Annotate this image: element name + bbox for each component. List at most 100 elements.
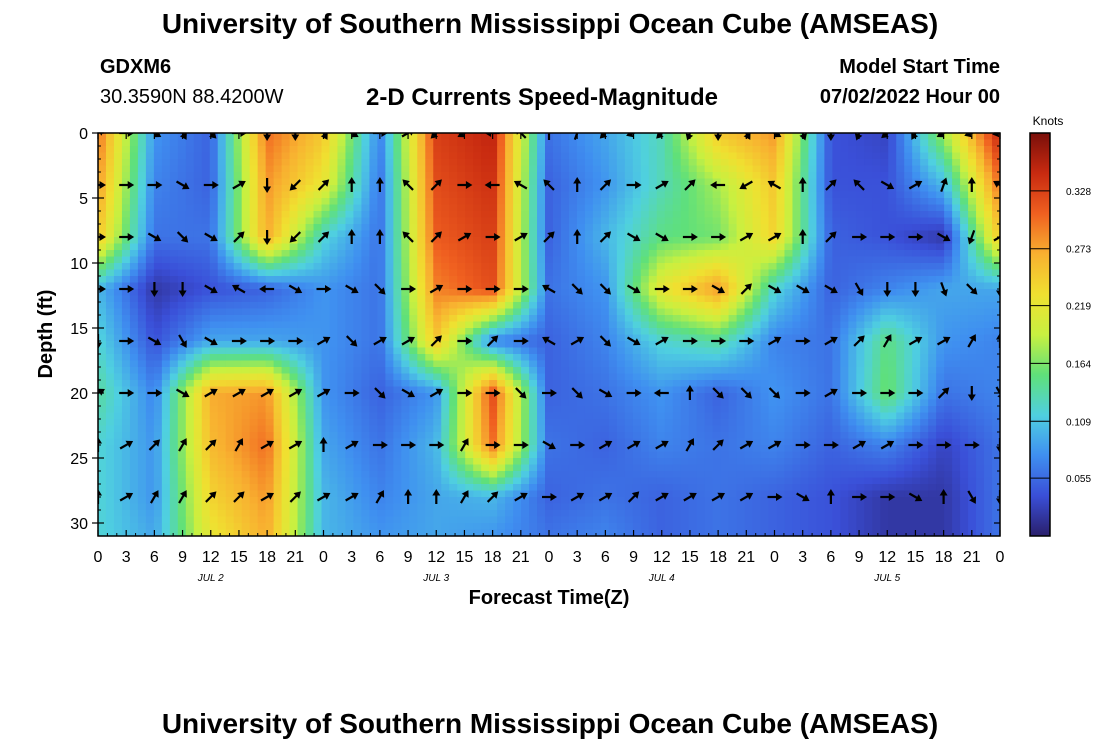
heatmap-cell	[840, 178, 849, 186]
heatmap-cell	[393, 146, 402, 154]
heatmap-cell	[313, 146, 323, 154]
heatmap-cell	[816, 178, 825, 186]
heatmap-cell	[640, 308, 650, 316]
heatmap-cell	[720, 399, 730, 407]
heatmap-cell	[369, 386, 378, 394]
heatmap-cell	[744, 152, 754, 160]
heatmap-cell	[297, 204, 307, 212]
heatmap-cell	[537, 393, 546, 401]
heatmap-cell	[137, 282, 147, 290]
heatmap-cell	[481, 354, 490, 362]
heatmap-cell	[992, 217, 1000, 225]
heatmap-cell	[353, 185, 363, 193]
heatmap-cell	[185, 178, 195, 186]
heatmap-cell	[944, 191, 953, 199]
heatmap-cell	[473, 224, 482, 232]
heatmap-cell	[688, 198, 698, 206]
heatmap-cell	[584, 315, 594, 323]
heatmap-cell	[225, 354, 235, 362]
heatmap-cell	[313, 380, 323, 388]
heatmap-cell	[401, 360, 410, 368]
heatmap-cell	[624, 412, 634, 420]
heatmap-cell	[193, 217, 203, 225]
heatmap-cell	[600, 185, 610, 193]
heatmap-cell	[944, 133, 953, 141]
heatmap-cell	[337, 360, 347, 368]
heatmap-cell	[249, 373, 259, 381]
heatmap-cell	[377, 185, 386, 193]
heatmap-cell	[952, 276, 961, 284]
heatmap-cell	[648, 198, 658, 206]
heatmap-cell	[217, 373, 227, 381]
heatmap-cell	[289, 289, 299, 297]
heatmap-cell	[305, 347, 315, 355]
heatmap-cell	[896, 217, 905, 225]
heatmap-cell	[361, 321, 370, 329]
heatmap-cell	[377, 328, 386, 336]
heatmap-cell	[760, 393, 770, 401]
heatmap-cell	[129, 360, 139, 368]
heatmap-cell	[552, 178, 562, 186]
heatmap-cell	[249, 328, 259, 336]
heatmap-cell	[233, 302, 243, 310]
heatmap-cell	[409, 185, 418, 193]
heatmap-cell	[864, 191, 873, 199]
heatmap-cell	[185, 243, 195, 251]
heatmap-cell	[265, 139, 275, 147]
heatmap-cell	[976, 341, 985, 349]
heatmap-cell	[888, 224, 897, 232]
heatmap-cell	[265, 341, 275, 349]
heatmap-cell	[792, 315, 802, 323]
heatmap-cell	[816, 276, 825, 284]
heatmap-cell	[545, 204, 554, 212]
heatmap-cell	[752, 243, 762, 251]
heatmap-cell	[497, 276, 506, 284]
heatmap-cell	[241, 321, 251, 329]
heatmap-cell	[888, 256, 897, 264]
heatmap-cell	[185, 139, 195, 147]
heatmap-cell	[313, 250, 323, 258]
heatmap-cell	[241, 282, 251, 290]
heatmap-cell	[792, 230, 802, 238]
heatmap-cell	[169, 256, 179, 264]
heatmap-cell	[776, 360, 786, 368]
heatmap-cell	[241, 367, 251, 375]
heatmap-cell	[385, 406, 394, 414]
heatmap-cell	[976, 204, 985, 212]
heatmap-cell	[105, 360, 115, 368]
heatmap-cell	[417, 185, 426, 193]
heatmap-cell	[712, 289, 722, 297]
heatmap-cell	[880, 308, 889, 316]
heatmap-cell	[129, 217, 139, 225]
heatmap-cell	[113, 334, 123, 342]
heatmap-cell	[688, 354, 698, 362]
heatmap-cell	[321, 159, 331, 167]
heatmap-cell	[968, 204, 977, 212]
heatmap-cell	[297, 263, 307, 271]
heatmap-cell	[209, 185, 219, 193]
heatmap-cell	[696, 165, 706, 173]
heatmap-cell	[249, 412, 259, 420]
heatmap-cell	[297, 380, 307, 388]
heatmap-cell	[385, 172, 394, 180]
heatmap-cell	[560, 191, 570, 199]
heatmap-cell	[688, 380, 698, 388]
heatmap-cell	[616, 289, 626, 297]
heatmap-cell	[273, 211, 283, 219]
heatmap-cell	[129, 367, 139, 375]
heatmap-cell	[920, 256, 929, 264]
heatmap-cell	[832, 256, 841, 264]
heatmap-cell	[433, 341, 442, 349]
heatmap-cell	[664, 191, 674, 199]
heatmap-cell	[784, 412, 794, 420]
heatmap-cell	[345, 146, 355, 154]
heatmap-cell	[481, 308, 490, 316]
heatmap-cell	[241, 412, 251, 420]
heatmap-cell	[904, 178, 913, 186]
heatmap-cell	[608, 308, 618, 316]
heatmap-cell	[513, 315, 522, 323]
heatmap-cell	[297, 237, 307, 245]
heatmap-cell	[976, 412, 985, 420]
heatmap-cell	[353, 347, 363, 355]
heatmap-cell	[305, 191, 315, 199]
